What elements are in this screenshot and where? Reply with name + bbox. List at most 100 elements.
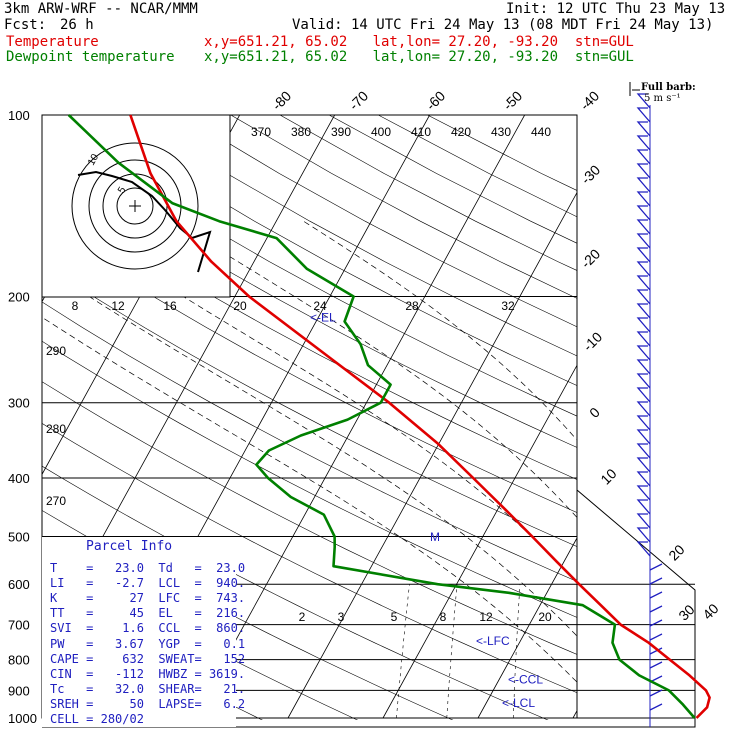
- pressure-tick-label: 1000: [8, 711, 37, 726]
- pressure-tick-label: 400: [8, 471, 30, 486]
- level-annotation: <-LCL: [502, 696, 535, 710]
- wind-barb: [636, 121, 651, 137]
- parcel-row: T = 23.0 Td = 23.0: [50, 561, 246, 575]
- wind-barb: [649, 591, 663, 599]
- parcel-row: PW = 3.67 YGP = 0.1: [50, 636, 246, 651]
- hodograph: 5 10: [41, 114, 231, 298]
- wind-barb: [636, 387, 651, 403]
- wind-barb: [636, 191, 651, 207]
- dry-adiabat: [83, 115, 577, 386]
- wind-barb: [636, 499, 651, 515]
- pressure-tick-label: 800: [8, 653, 30, 668]
- isotherm-label: 40: [699, 600, 721, 622]
- isotherm: [382, 364, 577, 719]
- dewpoint-profile: [67, 114, 696, 719]
- wind-barb: [636, 163, 651, 179]
- wind-barb: [649, 563, 663, 571]
- wind-barb: [636, 247, 651, 263]
- theta-label: 430: [491, 125, 511, 139]
- isotherm-label: -40: [577, 88, 603, 114]
- dry-adiabat: [42, 301, 577, 582]
- forecast-label: Fcst:: [4, 17, 47, 33]
- theta-label: 440: [531, 125, 551, 139]
- wind-barb: [636, 261, 651, 277]
- wind-barb: [636, 233, 651, 249]
- wind-barb: [636, 429, 651, 445]
- parcel-row: Tc = 32.0 SHEAR= 21.: [50, 681, 246, 696]
- isotherm-label: -50: [500, 88, 526, 114]
- wind-barb: [636, 401, 651, 417]
- wind-barb: [636, 373, 651, 389]
- wind-barb: [636, 107, 651, 123]
- moist-adiabat: [42, 265, 577, 637]
- dry-adiabat: [42, 340, 577, 618]
- wind-barb: [649, 661, 663, 669]
- theta-label: 410: [411, 125, 431, 139]
- pressure-tick-label: 100: [8, 108, 30, 123]
- level-annotations: <-EL <-LFC <-CCL <-LCL M: [310, 311, 543, 710]
- isotherm: [477, 537, 577, 719]
- moist-adiabat: [172, 220, 577, 519]
- wind-barb: [636, 471, 651, 487]
- parcel-row: LI = -2.7 LCL = 940.: [50, 576, 246, 591]
- isotherm-label: -60: [423, 88, 449, 114]
- dewpoint-legend: Dewpoint temperature: [6, 49, 175, 65]
- dry-adiabat: [42, 263, 577, 547]
- dry-adiabat: [42, 226, 577, 513]
- dry-adiabat: [42, 154, 577, 448]
- dewpoint-location: x,y=651.21, 65.02 lat,lon= 27.20, -93.20…: [204, 49, 634, 65]
- wind-barb: [636, 443, 651, 459]
- wind-barb: [649, 577, 663, 585]
- level-annotation: <-LFC: [476, 634, 510, 648]
- theta-label: 390: [331, 125, 351, 139]
- pressure-tick-label: 300: [8, 396, 30, 411]
- parcel-row: K = 27 LFC = 743.: [50, 591, 246, 606]
- mixing-ratio-label: 3: [338, 610, 345, 624]
- theta-label: 400: [371, 125, 391, 139]
- wind-barb: [649, 619, 663, 627]
- wind-barb: [636, 219, 651, 235]
- parcel-row: SVI = 1.6 CCL = 860.: [50, 621, 246, 636]
- init-time: Init: 12 UTC Thu 23 May 13: [506, 1, 726, 17]
- parcel-cell-value: 280/02: [100, 712, 144, 726]
- profiles: [67, 114, 711, 719]
- temperature-location: x,y=651.21, 65.02 lat,lon= 27.20, -93.20…: [204, 34, 634, 50]
- forecast-hours: 26 h: [60, 17, 94, 33]
- moist-adiabat: [64, 220, 577, 583]
- wind-barb: [636, 513, 651, 529]
- temperature-profile: [129, 114, 711, 719]
- hodo-speed-label: 32: [501, 299, 515, 313]
- wind-barb: [649, 647, 663, 655]
- isotherm-label: 0: [586, 404, 603, 421]
- wind-barb: [636, 303, 651, 319]
- wind-barb: [636, 527, 651, 543]
- dry-adiabat: [42, 381, 577, 655]
- hodo-speed-label: 20: [233, 299, 247, 313]
- theta-left-label: 290: [46, 344, 66, 358]
- mixing-ratio-label: 5: [391, 610, 398, 624]
- hodograph-ring: [116, 187, 154, 225]
- parcel-row: TT = 45 EL = 216.: [50, 606, 246, 621]
- hodograph-ring: [71, 142, 199, 270]
- parcel-cell-row: CELL = 280/02: [50, 712, 144, 726]
- mixing-ratio-label: 20: [538, 610, 552, 624]
- isotherm-label: -70: [346, 88, 372, 114]
- parcel-row: CIN = -112 HWBZ = 3619.: [50, 666, 246, 681]
- wind-barb: [636, 331, 651, 347]
- hodograph-ring-label: 5: [116, 185, 129, 196]
- parcel-info-title: Parcel Info: [86, 539, 173, 554]
- isotherm-label: 30: [675, 601, 697, 623]
- wind-barb: [636, 149, 651, 165]
- dry-adiabat: [42, 119, 577, 417]
- wind-barb: [636, 93, 651, 109]
- wind-barb: [636, 275, 651, 291]
- mixing-ratio-line: [635, 584, 636, 718]
- wind-barbs: [629, 82, 663, 727]
- hodograph-trace: [77, 170, 212, 273]
- level-annotation: <-CCL: [508, 673, 543, 687]
- parcel-info-panel: Parcel Info T = 23.0 Td = 23.0 LI = -2.7 …: [42, 537, 245, 727]
- pressure-tick-label: 600: [8, 577, 30, 592]
- isotherm-label: 20: [665, 541, 687, 563]
- isotherm: [668, 115, 740, 718]
- wind-barb: [649, 633, 663, 641]
